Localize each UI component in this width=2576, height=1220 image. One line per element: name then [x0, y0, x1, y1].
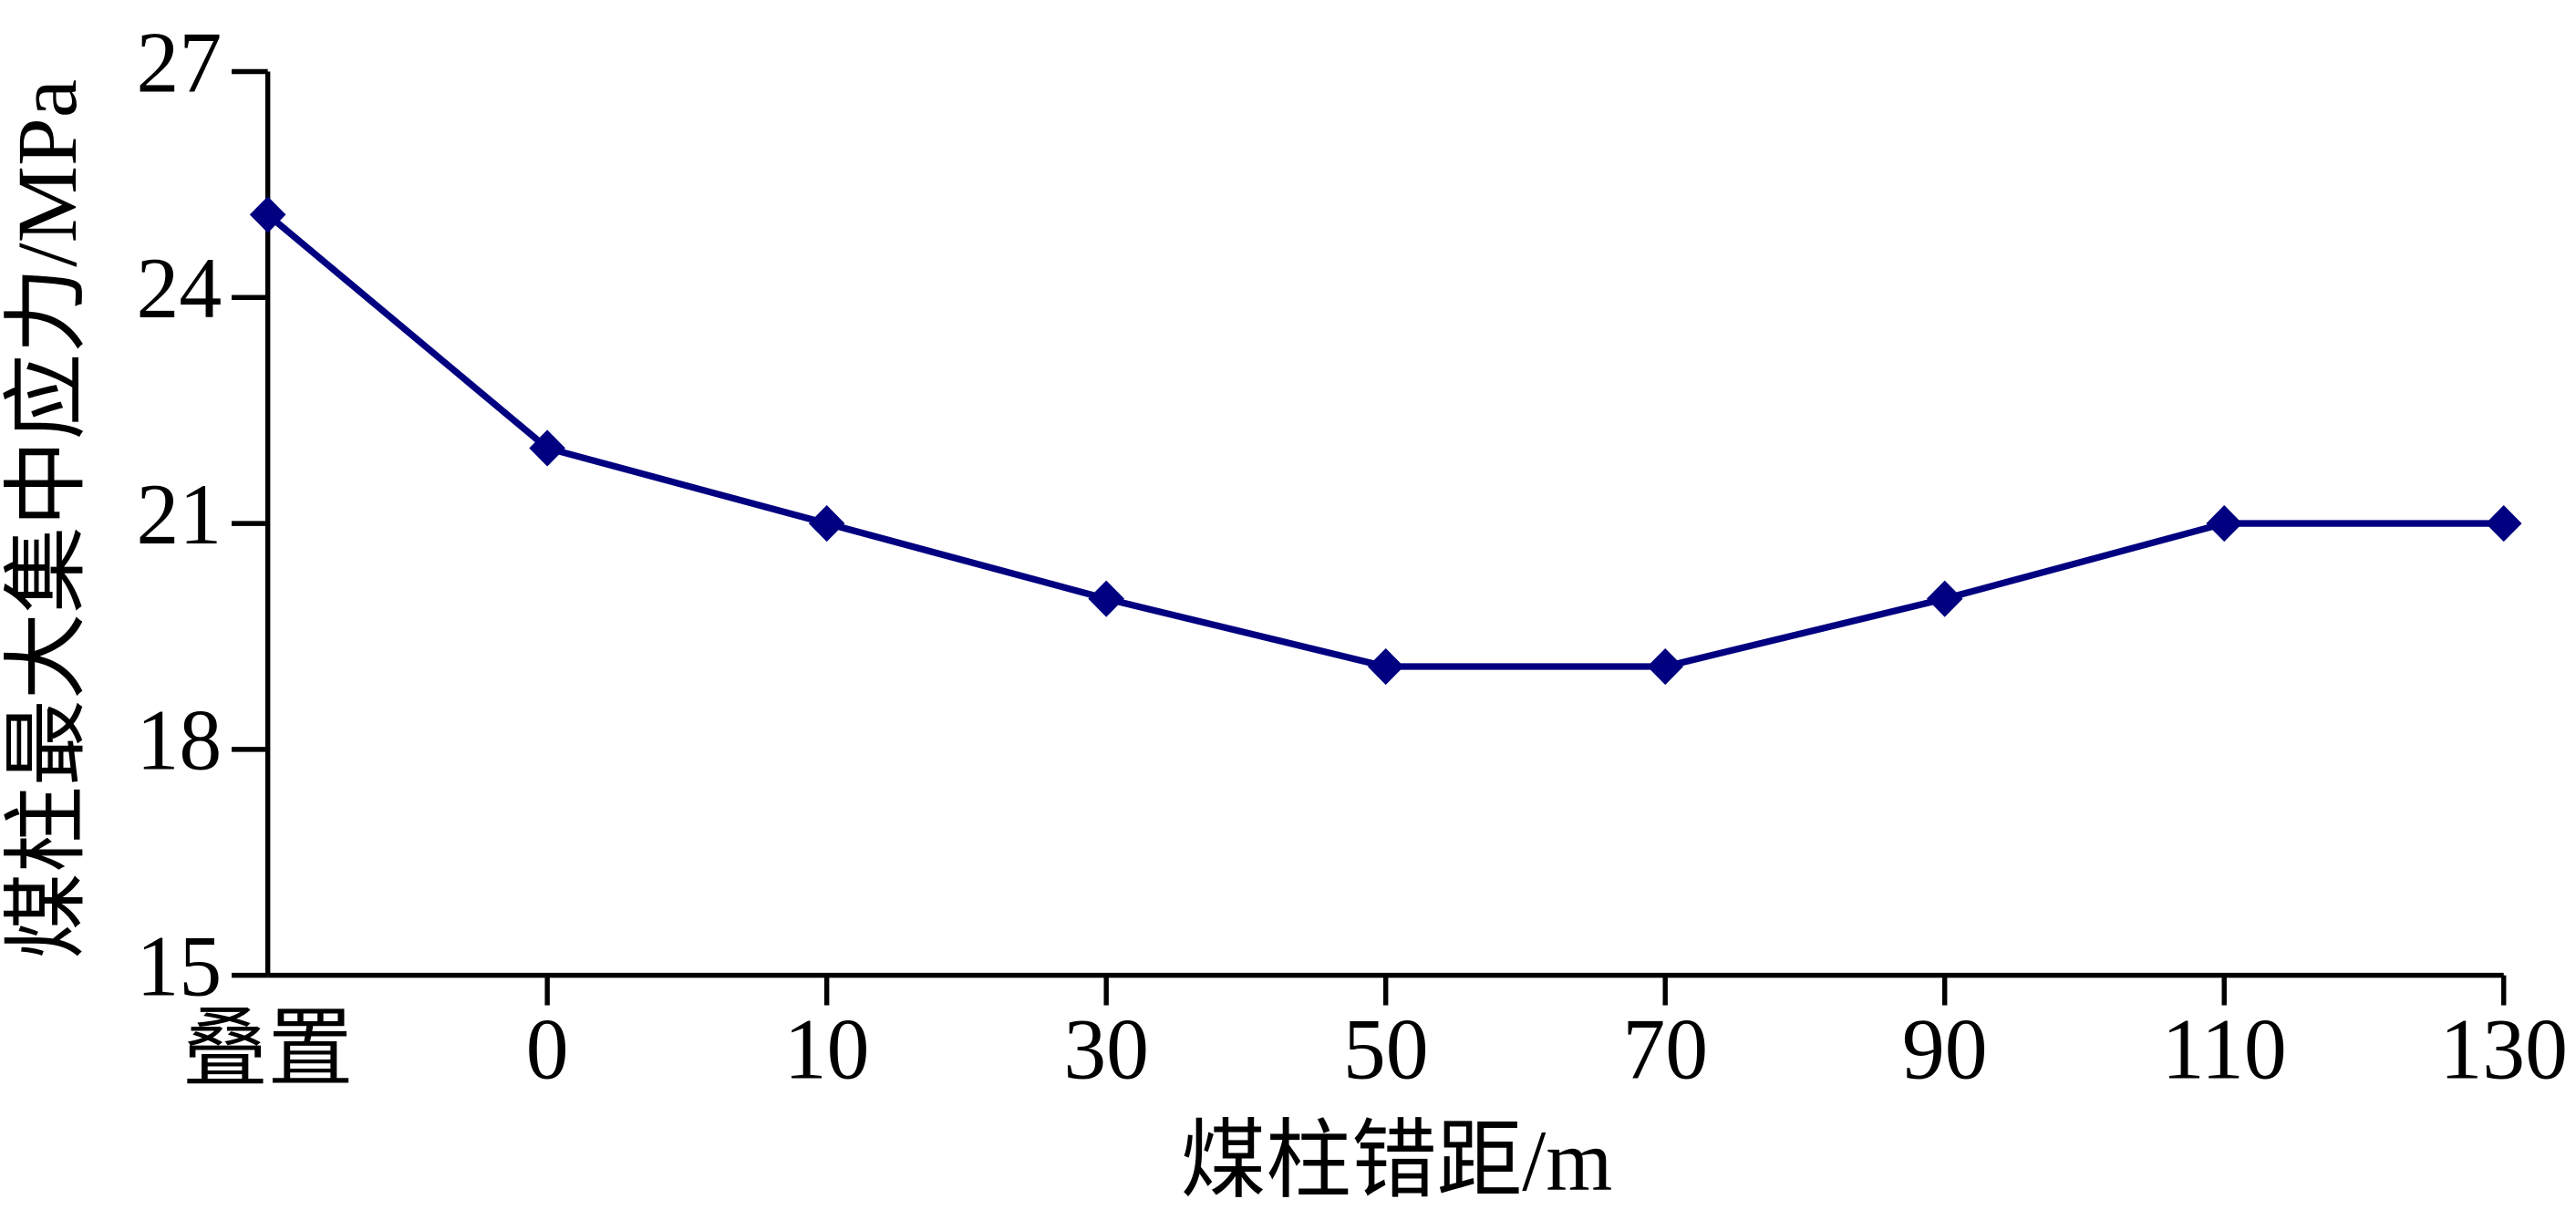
x-tick-label: 70	[1622, 1002, 1708, 1098]
marker	[1088, 580, 1125, 617]
x-tick-label: 90	[1902, 1002, 1988, 1098]
marker	[1926, 580, 1963, 617]
marker	[1647, 647, 1684, 686]
marker	[808, 505, 845, 543]
x-tick-label: 50	[1343, 1002, 1429, 1098]
x-tick-label: 0	[526, 1002, 569, 1098]
x-tick-label: 叠置	[182, 1002, 353, 1098]
line	[265, 212, 2504, 670]
x-tick-label: 30	[1063, 1002, 1149, 1098]
marker	[529, 429, 565, 467]
x-axis-title: 煤柱错距/m	[1181, 1113, 1613, 1209]
y-axis-title: 煤柱最大集中应力/MPa	[0, 79, 94, 959]
y-tick-label: 15	[137, 919, 222, 1015]
marker	[1367, 647, 1404, 686]
y-tick-label: 21	[137, 467, 222, 563]
x-tick-label: 10	[784, 1002, 870, 1098]
marker	[249, 196, 286, 233]
y-tick-label: 18	[137, 693, 222, 789]
marker	[2485, 505, 2522, 543]
marker	[2206, 505, 2243, 543]
y-tick-label: 24	[137, 242, 222, 337]
x-tick-label: 130	[2439, 1002, 2568, 1098]
y-tick-label: 27	[137, 16, 222, 111]
x-tick-label: 110	[2162, 1002, 2287, 1098]
